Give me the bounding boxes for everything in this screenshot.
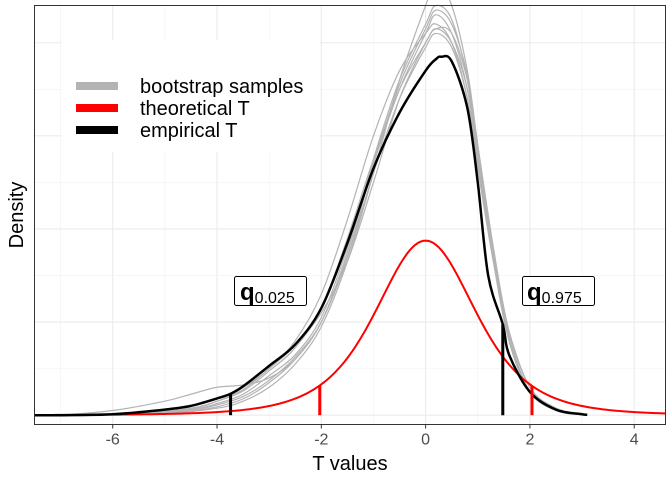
x-tick-label: 2 (525, 432, 534, 449)
legend-label-theoretical: theoretical T (140, 98, 250, 120)
y-axis-title: Density (6, 182, 28, 249)
x-axis-title: T values (312, 453, 387, 475)
annotation-q-0-025: q0.025 (234, 276, 307, 307)
x-tick-label: -6 (106, 432, 120, 449)
x-axis-ticks: -6 -4 -2 0 2 4 (106, 424, 639, 449)
bootstrap-samples-layer (60, 0, 583, 416)
annotation-q-0-975-main: q (527, 279, 542, 306)
theoretical-layer (34, 239, 666, 416)
annotation-q-0-975: q0.975 (522, 276, 595, 307)
bootstrap-curve (60, 26, 583, 416)
x-tick-label: 4 (630, 432, 639, 449)
x-tick-label: -2 (314, 432, 328, 449)
annotation-q-0-025-sub: 0.025 (255, 290, 295, 307)
empirical-t-curve (60, 54, 588, 417)
quantile-lines (229, 324, 534, 416)
x-tick-label: -4 (210, 432, 224, 449)
annotation-label-q-0-975: q0.975 (527, 279, 582, 307)
x-tick-label: 0 (421, 432, 430, 449)
theoretical-t-curve (34, 239, 666, 416)
annotation-box-q-0-025 (234, 276, 307, 306)
legend-label-bootstrap: bootstrap samples (140, 76, 303, 98)
legend: bootstrap samples theoretical T empirica… (62, 40, 320, 152)
empirical-layer (34, 54, 588, 417)
annotation-box-q-0-975 (522, 276, 595, 306)
plot-panel-border (34, 5, 666, 425)
annotation-q-0-025-main: q (240, 279, 255, 306)
legend-label-empirical: empirical T (140, 120, 237, 142)
annotation-label-q-0-025: q0.025 (240, 279, 295, 307)
bootstrap-curve (60, 9, 583, 416)
annotation-q-0-975-sub: 0.975 (542, 290, 582, 307)
